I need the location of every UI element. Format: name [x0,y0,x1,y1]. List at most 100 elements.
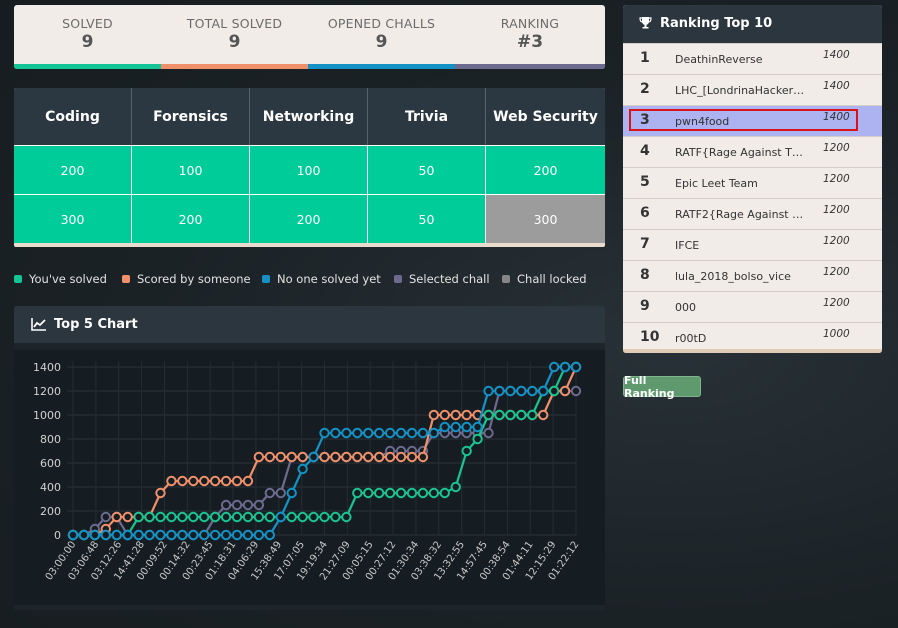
challenge-cell[interactable]: 200 [486,145,605,194]
ranking-row[interactable]: 1 DeathinReverse 1400 [623,43,882,74]
category-header: Coding [14,88,132,145]
data-point [461,409,472,421]
team-name: 000 [675,301,696,314]
full-ranking-button[interactable]: Full Ranking [623,374,701,400]
data-point [209,511,221,523]
challenge-cell[interactable]: 300 [14,194,132,243]
data-point [122,529,133,541]
data-point [188,511,199,523]
legend-swatch [502,275,510,283]
ranking-row[interactable]: 6 RATF2{Rage Against T... 1200 [623,198,882,229]
stats-bar: SOLVED 9 TOTAL SOLVED 9 OPENED CHALLS 9 … [14,5,605,69]
data-point [242,511,254,523]
stat-color-bar [14,64,161,69]
stat-solved: SOLVED 9 [14,5,161,63]
team-name: LHC_[LondrinaHackerC... [675,84,805,97]
data-point [111,511,122,523]
data-point [461,421,472,433]
ranking-row[interactable]: 10 r00tD 1000 [623,322,882,353]
legend-item: You've solved [14,272,107,286]
data-point [548,385,560,397]
ranking-panel: Ranking Top 10 1 DeathinReverse 1400 2 LHC_[… [623,5,882,353]
data-point [428,409,440,421]
stat-label: SOLVED [62,16,113,31]
legend-label: You've solved [29,272,107,286]
legend-item: No one solved yet [262,272,381,286]
legend-swatch [262,275,270,283]
data-point [341,511,352,523]
rank-number: 4 [640,143,650,159]
data-point [155,529,166,541]
data-point [199,529,210,541]
ranking-row[interactable]: 7 IFCE 1200 [623,229,882,260]
data-point [253,499,265,511]
data-point [264,529,276,541]
data-point [395,451,407,463]
ranking-row[interactable]: 2 LHC_[LondrinaHackerC... 1400 [623,74,882,105]
data-point [417,451,429,463]
challenge-cell[interactable]: 100 [132,145,250,194]
ranking-row[interactable]: 9 000 1200 [623,291,882,322]
rank-number: 2 [640,81,650,97]
ranking-row[interactable]: 8 lula_2018_bolso_vice 1200 [623,260,882,291]
data-point [89,529,101,541]
challenge-table: Coding Forensics Networking Trivia Web Secur… [14,88,605,247]
challenge-cell[interactable]: 50 [368,145,486,194]
ranking-row[interactable]: 5 Epic Leet Team 1200 [623,167,882,198]
data-point [483,427,494,439]
data-point [308,451,319,463]
ranking-row[interactable]: 4 RATF{Rage Against Th... 1200 [623,136,882,167]
data-point [352,451,363,463]
data-point [450,421,461,433]
rank-number: 8 [640,267,650,283]
data-point [406,451,418,463]
ranking-bottom-border [623,349,882,353]
challenge-cell[interactable]: 100 [250,145,368,194]
y-tick-label: 1000 [33,409,61,422]
data-point [461,445,472,457]
data-point [209,529,221,541]
challenge-cell[interactable]: 200 [14,145,132,194]
data-point [297,463,308,475]
chart-header: Top 5 Chart [14,306,605,343]
challenge-cell[interactable]: 300 [486,194,605,243]
y-tick-label: 200 [40,505,61,518]
ranking-header: Ranking Top 10 [623,5,882,43]
data-point [122,511,133,523]
data-point [133,529,144,541]
data-point [177,529,188,541]
data-point [297,451,308,463]
data-point [166,529,177,541]
team-score: 1400 [823,80,850,92]
data-point [363,487,374,499]
challenge-cell[interactable]: 200 [250,194,368,243]
data-point [384,427,396,439]
stat-value: 9 [375,32,388,52]
challenge-cell[interactable]: 200 [132,194,250,243]
stat-opened-challs: OPENED CHALLS 9 [308,5,455,63]
data-point [253,529,265,541]
data-point [220,499,232,511]
challenge-cell[interactable]: 50 [368,194,486,243]
data-point [570,361,582,373]
data-point [537,409,549,421]
team-score: 1200 [823,297,850,309]
stat-color-bar [161,64,308,69]
data-point [516,385,527,397]
legend-swatch [14,275,22,283]
data-point [286,451,297,463]
data-point [319,451,330,463]
data-point [67,529,79,541]
data-point [373,451,385,463]
data-point [308,511,319,523]
y-tick-label: 800 [40,433,61,446]
data-point [155,487,166,499]
rank-number: 7 [640,236,650,252]
data-point [363,427,374,439]
data-point [100,511,112,523]
team-score: 1200 [823,204,850,216]
data-point [395,427,407,439]
legend-label: Selected chall [409,272,490,286]
data-point [286,511,297,523]
data-point [373,487,385,499]
